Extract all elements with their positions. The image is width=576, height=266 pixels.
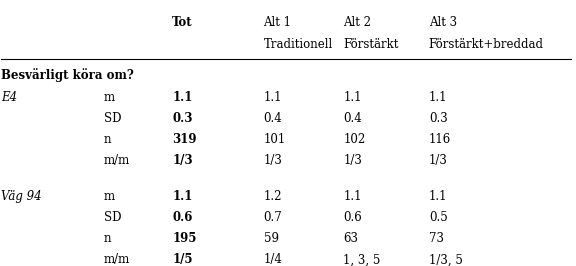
Text: 63: 63 (343, 232, 358, 245)
Text: Alt 2: Alt 2 (343, 16, 372, 30)
Text: E4: E4 (1, 91, 17, 104)
Text: 1/3: 1/3 (429, 154, 448, 167)
Text: Traditionell: Traditionell (263, 38, 333, 51)
Text: 0.4: 0.4 (343, 112, 362, 125)
Text: 1.1: 1.1 (343, 190, 362, 203)
Text: m: m (104, 91, 115, 104)
Text: 1/5: 1/5 (172, 253, 193, 266)
Text: 195: 195 (172, 232, 197, 245)
Text: 101: 101 (263, 133, 286, 146)
Text: 1.1: 1.1 (263, 91, 282, 104)
Text: Väg 94: Väg 94 (1, 190, 42, 203)
Text: n: n (104, 133, 112, 146)
Text: 1.2: 1.2 (263, 190, 282, 203)
Text: m/m: m/m (104, 154, 130, 167)
Text: 0.3: 0.3 (429, 112, 448, 125)
Text: 0.7: 0.7 (263, 211, 282, 224)
Text: 0.6: 0.6 (343, 211, 362, 224)
Text: m: m (104, 190, 115, 203)
Text: SD: SD (104, 211, 122, 224)
Text: 1.1: 1.1 (429, 91, 447, 104)
Text: 1/3, 5: 1/3, 5 (429, 253, 463, 266)
Text: 59: 59 (263, 232, 279, 245)
Text: Förstärkt+breddad: Förstärkt+breddad (429, 38, 544, 51)
Text: 1/3: 1/3 (172, 154, 193, 167)
Text: Tot: Tot (172, 16, 193, 30)
Text: 1/3: 1/3 (343, 154, 362, 167)
Text: Besvärligt köra om?: Besvärligt köra om? (1, 68, 134, 82)
Text: Förstärkt: Förstärkt (343, 38, 399, 51)
Text: 1.1: 1.1 (172, 190, 193, 203)
Text: Alt 3: Alt 3 (429, 16, 457, 30)
Text: 1.1: 1.1 (172, 91, 193, 104)
Text: 0.4: 0.4 (263, 112, 282, 125)
Text: 0.3: 0.3 (172, 112, 193, 125)
Text: Alt 1: Alt 1 (263, 16, 291, 30)
Text: 102: 102 (343, 133, 366, 146)
Text: n: n (104, 232, 112, 245)
Text: 1/4: 1/4 (263, 253, 282, 266)
Text: 73: 73 (429, 232, 444, 245)
Text: 1.1: 1.1 (343, 91, 362, 104)
Text: m/m: m/m (104, 253, 130, 266)
Text: 1.1: 1.1 (429, 190, 447, 203)
Text: 1/3: 1/3 (263, 154, 282, 167)
Text: 0.5: 0.5 (429, 211, 448, 224)
Text: 1, 3, 5: 1, 3, 5 (343, 253, 381, 266)
Text: 116: 116 (429, 133, 451, 146)
Text: SD: SD (104, 112, 122, 125)
Text: 0.6: 0.6 (172, 211, 193, 224)
Text: 319: 319 (172, 133, 197, 146)
